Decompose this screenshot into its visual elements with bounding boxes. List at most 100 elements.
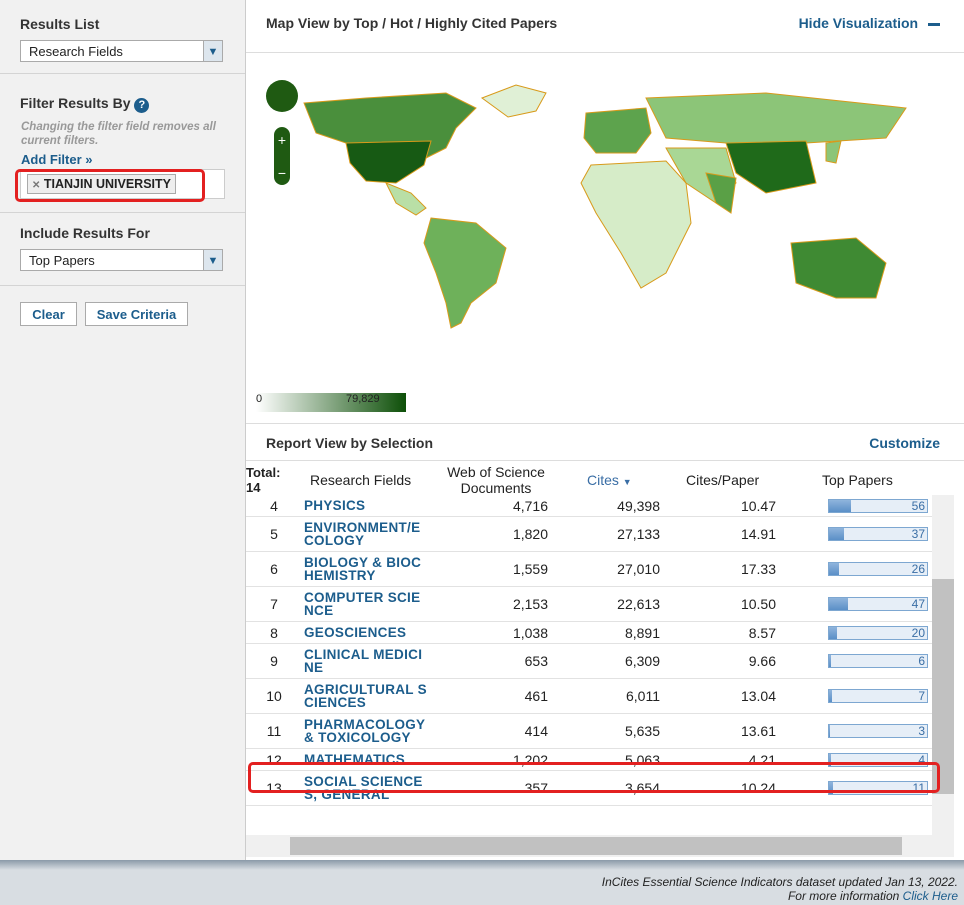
total: Total: 14 (246, 465, 280, 495)
field-link[interactable]: PHARMACOLOGY & TOXICOLOGY (304, 717, 426, 745)
field-link[interactable]: PHYSICS (304, 498, 366, 513)
scroll-thumb[interactable] (290, 837, 902, 855)
top-papers-bar (829, 655, 832, 667)
legend-max: 79,829 (346, 393, 380, 405)
rank: 10 (266, 688, 282, 704)
documents: 1,559 (512, 561, 548, 577)
field-link[interactable]: ENVIRONMENT/ECOLOGY (304, 520, 421, 548)
table-row: ENVIRONMENT/ECOLOGY 5 1,820 27,133 14.91 37 (246, 517, 932, 552)
top-papers-value: 7 (918, 689, 925, 703)
europe (583, 107, 652, 154)
greenland (480, 84, 547, 118)
total-value: 14 (246, 480, 261, 495)
save-button[interactable]: Save Criteria (85, 302, 188, 326)
cites-per-paper: 10.47 (740, 497, 776, 514)
cites: 6,309 (624, 653, 660, 669)
central-america (384, 182, 427, 216)
column-header-text: Cites (587, 472, 619, 488)
footer-link[interactable]: Click Here (902, 889, 958, 903)
hide-link[interactable]: Hide Visualization (799, 15, 940, 31)
column-header[interactable]: Research Fields (310, 472, 412, 488)
cites-per-paper: 9.66 (748, 653, 776, 669)
top-papers-value: 3 (918, 724, 925, 738)
rank: 5 (270, 526, 278, 542)
top-papers-bar-frame: 3 (828, 724, 928, 738)
top-papers-value: 26 (911, 562, 925, 576)
india (705, 172, 737, 214)
minus-icon (928, 22, 940, 26)
cites-per-paper: 17.33 (740, 561, 776, 577)
documents: 414 (524, 723, 548, 739)
filter-tag[interactable]: ✕ TIANJIN UNIVERSITY (27, 174, 176, 194)
top-papers-bar-frame: 37 (828, 527, 928, 541)
report-title: Report View by Selection (266, 435, 434, 451)
top-papers-bar (829, 782, 834, 794)
top-papers-bar (829, 690, 832, 702)
dropdown-arrow: ▼ (203, 41, 222, 61)
rank: 11 (266, 723, 282, 739)
top-papers-bar (829, 725, 831, 737)
horizontal-scrollbar[interactable] (246, 835, 954, 857)
zoom-in[interactable]: + (278, 132, 286, 148)
top-papers-bar (829, 753, 831, 766)
top-papers-bar-frame: 7 (828, 689, 928, 703)
rank: 7 (270, 596, 278, 612)
top-papers-value: 47 (911, 597, 925, 611)
add-filter-link[interactable]: Add Filter » (21, 152, 93, 167)
south-america (423, 217, 507, 329)
cites-per-paper: 13.04 (740, 688, 776, 704)
zoom-control[interactable] (274, 127, 290, 185)
highlight-box (248, 762, 940, 793)
field-link[interactable]: AGRICULTURAL SCIENCES (304, 682, 427, 710)
top-papers-value: 6 (918, 654, 925, 668)
russia (645, 92, 907, 144)
column-header[interactable]: Web of Science Documents (447, 464, 545, 496)
rank: 9 (270, 653, 278, 669)
field-link[interactable]: COMPUTER SCIENCE (304, 590, 421, 618)
column-header[interactable]: Top Papers (822, 472, 893, 488)
column-header[interactable]: Cites/Paper (686, 472, 760, 488)
customize-link[interactable]: Customize (869, 435, 940, 451)
filter-section: Filter Results By ? Changing the filter … (0, 74, 245, 213)
dropdown[interactable]: Research Fields ▼ (20, 40, 223, 62)
zoom-out[interactable]: − (278, 165, 286, 181)
australia (790, 237, 887, 299)
vertical-scrollbar[interactable] (932, 495, 954, 835)
sort-icon: ▼ (622, 477, 632, 487)
column-header[interactable]: Cites ▼ (587, 472, 632, 488)
label-text: Filter Results By (20, 95, 131, 111)
main-panel: Map View by Top / Hot / Highly Cited Pap… (246, 0, 964, 860)
cites-per-paper: 14.91 (740, 526, 776, 542)
dropdown[interactable]: Top Papers ▼ (20, 249, 223, 271)
africa (580, 160, 692, 289)
field-link[interactable]: CLINICAL MEDICINE (304, 647, 423, 675)
label: Include Results For (20, 225, 150, 241)
scroll-thumb[interactable] (932, 579, 954, 794)
map-controls[interactable]: + − (266, 80, 298, 185)
remove-icon[interactable]: ✕ (32, 180, 41, 191)
map-title: Map View by Top / Hot / Highly Cited Pap… (266, 15, 558, 31)
dropdown-value: Top Papers (29, 253, 95, 268)
top-papers-bar (829, 563, 840, 575)
cites-per-paper: 8.57 (748, 624, 776, 641)
highlight-box (15, 169, 205, 202)
top-papers-value: 56 (911, 498, 925, 513)
cites: 27,010 (617, 561, 660, 577)
cites-per-paper: 10.50 (740, 596, 776, 612)
pan-control[interactable] (266, 80, 298, 112)
top-papers-bar-frame: 47 (828, 597, 928, 611)
clear-button[interactable]: Clear (20, 302, 77, 326)
documents: 461 (524, 688, 548, 704)
field-link[interactable]: BIOLOGY & BIOCHEMISTRY (304, 555, 422, 583)
top-papers-bar-frame: 56 (828, 498, 928, 513)
sidebar: Results List Research Fields ▼ Filter Res… (0, 0, 246, 860)
footer-text: InCites Essential Science Indicators dat… (601, 875, 958, 889)
filter-box: ✕ TIANJIN UNIVERSITY (20, 169, 225, 199)
label: Filter Results By ? (20, 95, 150, 113)
field-link[interactable]: GEOSCIENCES (304, 625, 407, 640)
top-papers-bar (829, 528, 844, 540)
north-america (303, 92, 477, 182)
help-icon[interactable]: ? (134, 98, 150, 113)
table-row: CLINICAL MEDICINE 9 653 6,309 9.66 6 (246, 644, 932, 679)
